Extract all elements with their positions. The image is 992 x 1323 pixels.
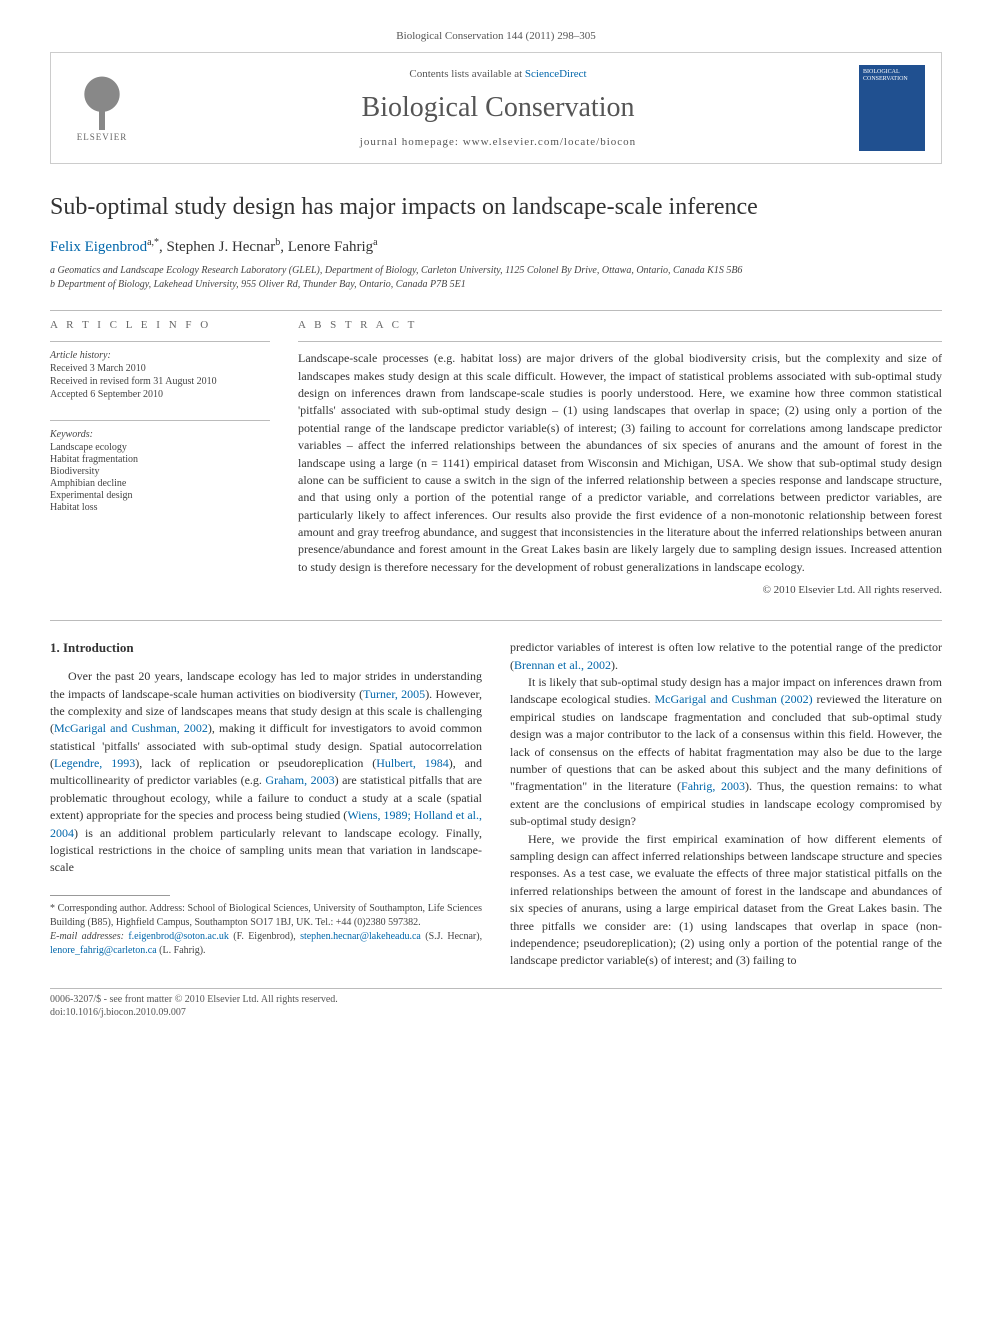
homepage-prefix: journal homepage: [360, 136, 463, 148]
keyword-4: Experimental design [50, 490, 270, 501]
abstract-text: Landscape-scale processes (e.g. habitat … [298, 350, 942, 576]
footer-line-1: 0006-3207/$ - see front matter © 2010 El… [50, 993, 942, 1006]
divider-abstract [298, 341, 942, 342]
footnote-separator [50, 895, 170, 896]
cite-graham-2003[interactable]: Graham, 2003 [265, 773, 334, 787]
section-1-heading: 1. Introduction [50, 639, 482, 658]
author-hecnar: Stephen J. Hecnar [167, 239, 276, 255]
body-column-right: predictor variables of interest is often… [510, 639, 942, 969]
corresponding-author-note: * Corresponding author. Address: School … [50, 902, 482, 930]
cite-mcgarigal-2002[interactable]: McGarigal and Cushman, 2002 [54, 721, 208, 735]
journal-reference: Biological Conservation 144 (2011) 298–3… [50, 30, 942, 42]
keyword-1: Habitat fragmentation [50, 454, 270, 465]
history-received: Received 3 March 2010 [50, 363, 270, 374]
history-label: Article history: [50, 350, 270, 361]
keyword-0: Landscape ecology [50, 442, 270, 453]
intro-paragraph-1: Over the past 20 years, landscape ecolog… [50, 668, 482, 877]
cite-legendre-1993[interactable]: Legendre, 1993 [54, 756, 135, 770]
journal-header-box: ELSEVIER Contents lists available at Sci… [50, 52, 942, 164]
cover-label: BIOLOGICAL CONSERVATION [863, 69, 921, 82]
elsevier-label: ELSEVIER [77, 132, 128, 142]
email-who-0: (F. Eigenbrod) [233, 931, 293, 942]
author-fahrig: Lenore Fahrig [288, 239, 373, 255]
keyword-5: Habitat loss [50, 502, 270, 513]
elsevier-tree-icon [77, 75, 127, 130]
info-abstract-row: A R T I C L E I N F O Article history: R… [50, 319, 942, 596]
intro-text-7: ) is an additional problem particularly … [50, 826, 482, 875]
author-sup-1: b [275, 237, 280, 248]
contents-prefix: Contents lists available at [409, 68, 524, 80]
email-hecnar[interactable]: stephen.hecnar@lakeheadu.ca [300, 931, 421, 942]
footnotes: * Corresponding author. Address: School … [50, 902, 482, 958]
author-sup-2: a [373, 237, 377, 248]
cite-turner-2005[interactable]: Turner, 2005 [363, 687, 425, 701]
body-columns: 1. Introduction Over the past 20 years, … [50, 639, 942, 969]
affiliation-b: b Department of Biology, Lakehead Univer… [50, 278, 942, 292]
history-revised: Received in revised form 31 August 2010 [50, 376, 270, 387]
email-fahrig[interactable]: lenore_fahrig@carleton.ca [50, 945, 157, 956]
cite-mcgarigal-2002-b[interactable]: McGarigal and Cushman (2002) [655, 692, 813, 706]
col2-paragraph-3: Here, we provide the first empirical exa… [510, 831, 942, 970]
keywords-block: Keywords: Landscape ecology Habitat frag… [50, 420, 270, 513]
cite-brennan-2002[interactable]: Brennan et al., 2002 [514, 658, 611, 672]
author-eigenbrod[interactable]: Felix Eigenbrod [50, 239, 147, 255]
keyword-2: Biodiversity [50, 466, 270, 477]
journal-homepage-line: journal homepage: www.elsevier.com/locat… [137, 136, 859, 148]
col2-paragraph-1: predictor variables of interest is often… [510, 639, 942, 674]
divider-info-1 [50, 341, 270, 342]
email-label: E-mail addresses: [50, 931, 124, 942]
header-center: Contents lists available at ScienceDirec… [137, 68, 859, 148]
history-accepted: Accepted 6 September 2010 [50, 389, 270, 400]
email-eigenbrod[interactable]: f.eigenbrod@soton.ac.uk [128, 931, 229, 942]
footer-divider [50, 988, 942, 989]
affiliations: a Geomatics and Landscape Ecology Resear… [50, 264, 942, 292]
divider-info-2 [50, 420, 270, 421]
article-info-heading: A R T I C L E I N F O [50, 319, 270, 331]
journal-cover-thumbnail: BIOLOGICAL CONSERVATION [859, 65, 925, 151]
cite-hulbert-1984[interactable]: Hulbert, 1984 [376, 756, 449, 770]
col2-text-1b: ). [611, 658, 618, 672]
footer-doi: doi:10.1016/j.biocon.2010.09.007 [50, 1006, 942, 1019]
abstract-copyright: © 2010 Elsevier Ltd. All rights reserved… [298, 584, 942, 596]
keywords-label: Keywords: [50, 429, 270, 440]
author-sup-0: a,* [147, 237, 159, 248]
article-title: Sub-optimal study design has major impac… [50, 192, 942, 223]
body-column-left: 1. Introduction Over the past 20 years, … [50, 639, 482, 969]
affiliation-a: a Geomatics and Landscape Ecology Resear… [50, 264, 942, 278]
divider-below-abstract [50, 620, 942, 621]
elsevier-logo: ELSEVIER [67, 68, 137, 148]
email-addresses-line: E-mail addresses: f.eigenbrod@soton.ac.u… [50, 930, 482, 958]
sciencedirect-link[interactable]: ScienceDirect [525, 68, 587, 80]
intro-text-4: ), lack of replication or pseudoreplicat… [135, 756, 376, 770]
col2-paragraph-2: It is likely that sub-optimal study desi… [510, 674, 942, 831]
contents-available-line: Contents lists available at ScienceDirec… [137, 68, 859, 80]
journal-title: Biological Conservation [137, 92, 859, 124]
email-who-2: (L. Fahrig) [159, 945, 203, 956]
abstract-column: A B S T R A C T Landscape-scale processe… [298, 319, 942, 596]
homepage-url[interactable]: www.elsevier.com/locate/biocon [463, 136, 636, 148]
keyword-3: Amphibian decline [50, 478, 270, 489]
article-info-column: A R T I C L E I N F O Article history: R… [50, 319, 270, 596]
cite-fahrig-2003[interactable]: Fahrig, 2003 [681, 779, 745, 793]
email-who-1: (S.J. Hecnar) [425, 931, 479, 942]
footer-text: 0006-3207/$ - see front matter © 2010 El… [50, 993, 942, 1019]
divider-top [50, 310, 942, 311]
authors-line: Felix Eigenbroda,*, Stephen J. Hecnarb, … [50, 237, 942, 256]
abstract-heading: A B S T R A C T [298, 319, 942, 331]
